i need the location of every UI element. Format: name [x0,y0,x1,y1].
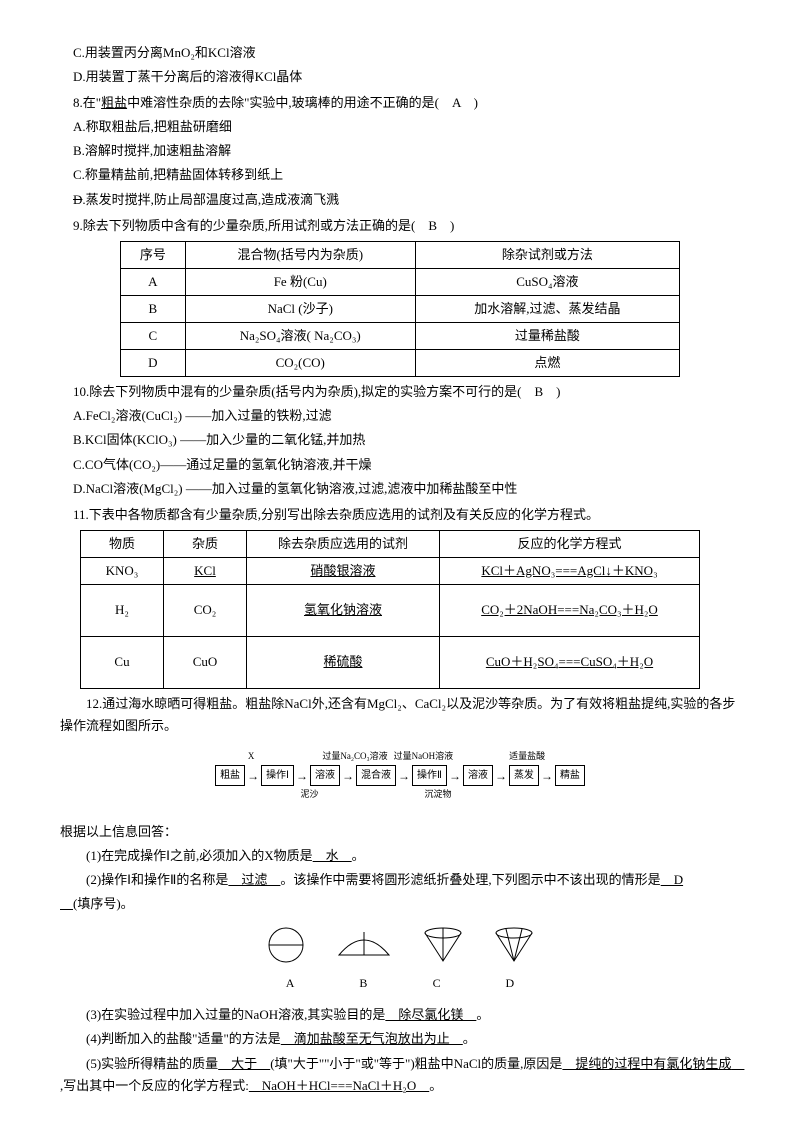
q9-h0: 序号 [121,241,186,268]
q12-p3: (3)在实验过程中加入过量的NaOH溶液,其实验目的是 除尽氯化镁 。 [60,1004,740,1026]
q11-h3: 反应的化学方程式 [440,530,700,557]
flow-box: 溶液 [310,765,340,786]
table-cell: NaCl (沙子) [185,295,415,322]
table-cell: 硝酸银溶液 [247,557,440,584]
table-cell: CuO [164,636,247,688]
q8-d: D.蒸发时搅拌,防止局部温度过高,造成液滴飞溅 [60,189,740,211]
q10-d: D.NaCl溶液(MgCl₂) ——加入过量的氢氧化钠溶液,过滤,滤液中加稀盐酸… [60,478,740,500]
flow-box: 操作Ⅱ [412,765,447,786]
table-cell: KCl＋AgNO₃===AgCl↓＋KNO₃ [440,557,700,584]
q8-d-rest: .蒸发时搅拌,防止局部温度过高,造成液滴飞溅 [82,192,339,207]
table-cell: CO₂ [164,584,247,636]
flow-diagram: X 过量Na₂CO₃溶液 过量NaOH溶液 适量盐酸 粗盐→ 操作Ⅰ→ 溶液→ … [60,749,740,803]
q10-stem: 10.除去下列物质中混有的少量杂质(括号内为杂质),拟定的实验方案不可行的是( … [60,381,740,403]
q12-p4: (4)判断加入的盐酸"适量"的方法是 滴加盐酸至无气泡放出为止 。 [60,1028,740,1050]
flow-box: 混合液 [356,765,396,786]
flow-top2: 过量NaOH溶液 [392,749,456,764]
table-cell: D [121,350,186,377]
table-cell: Na₂SO₄溶液( Na₂CO₃) [185,323,415,350]
table-cell: 加水溶解,过滤、蒸发结晶 [415,295,679,322]
q9-h1: 混合物(括号内为杂质) [185,241,415,268]
q8-a: A.称取粗盐后,把粗盐研磨细 [60,116,740,138]
q8-b: B.溶解时搅拌,加速粗盐溶解 [60,140,740,162]
table-cell: CO₂＋2NaOH===Na₂CO₃＋H₂O [440,584,700,636]
q11-stem: 11.下表中各物质都含有少量杂质,分别写出除去杂质应选用的试剂及有关反应的化学方… [60,504,740,526]
option-c: C.用装置丙分离MnO₂和KCl溶液 [60,42,740,64]
q12-stem: 12.通过海水晾晒可得粗盐。粗盐除NaCl外,还含有MgCl₂、CaCl₂以及泥… [60,693,740,737]
flow-box: 精盐 [555,765,585,786]
q8-d-strike: D [73,192,82,207]
table-cell: KCl [164,557,247,584]
flow-top3: 适量盐酸 [507,749,547,764]
table-cell: KNO₃ [81,557,164,584]
q8-stem: 8.在"粗盐中难溶性杂质的去除"实验中,玻璃棒的用途不正确的是( A ) [60,92,740,114]
table-cell: Fe 粉(Cu) [185,268,415,295]
table-cell: 过量稀盐酸 [415,323,679,350]
q12-p2: (2)操作Ⅰ和操作Ⅱ的名称是 过滤 。该操作中需要将圆形滤纸折叠处理,下列图示中… [60,869,740,891]
q10-b: B.KCl固体(KClO₃) ——加入少量的二氧化锰,并加热 [60,429,740,451]
shape-label-a: A [255,973,325,993]
q10-c: C.CO气体(CO₂)——通过足量的氢氧化钠溶液,并干燥 [60,454,740,476]
flow-box: 操作Ⅰ [261,765,294,786]
table-cell: CuSO₄溶液 [415,268,679,295]
table-cell: C [121,323,186,350]
q8-c: C.称量精盐前,把精盐固体转移到纸上 [60,164,740,186]
q11-h2: 除去杂质应选用的试剂 [247,530,440,557]
shape-label-c: C [402,973,472,993]
q12-lead: 根据以上信息回答： [60,821,740,843]
q12-p5: (5)实验所得精盐的质量 大于 (填"大于""小于"或"等于")粗盐中NaCl的… [60,1053,740,1097]
table-cell: CO₂(CO) [185,350,415,377]
q12-p2c: (填序号)。 [60,893,740,915]
shape-c-icon [421,925,465,965]
table-cell: A [121,268,186,295]
q9-table: 序号 混合物(括号内为杂质) 除杂试剂或方法 AFe 粉(Cu)CuSO₄溶液 … [120,241,680,377]
table-cell: 点燃 [415,350,679,377]
q9-stem: 9.除去下列物质中含有的少量杂质,所用试剂或方法正确的是( B ) [60,215,740,237]
shape-a-icon [264,925,308,965]
table-cell: 氢氧化钠溶液 [247,584,440,636]
table-cell: CuO＋H₂SO₄===CuSO₄＋H₂O [440,636,700,688]
q8-stem-a: 8.在" [73,95,101,110]
flow-box: 粗盐 [215,765,245,786]
shape-d-icon [492,925,536,965]
flow-below2: 沉淀物 [423,787,454,802]
q9-h2: 除杂试剂或方法 [415,241,679,268]
flow-below1: 泥沙 [298,787,320,802]
q11-table: 物质 杂质 除去杂质应选用的试剂 反应的化学方程式 KNO₃ KCl 硝酸银溶液… [80,530,700,689]
q10-a: A.FeCl₂溶液(CuCl₂) ——加入过量的铁粉,过滤 [60,405,740,427]
table-cell: Cu [81,636,164,688]
q8-stem-u: 粗盐 [101,95,127,110]
flow-box: 溶液 [463,765,493,786]
flow-box: 蒸发 [509,765,539,786]
filter-shapes: A B C D [60,925,740,994]
flow-top1: 过量Na₂CO₃溶液 [320,749,389,764]
table-cell: 稀硫酸 [247,636,440,688]
q11-h1: 杂质 [164,530,247,557]
q12-p1: (1)在完成操作Ⅰ之前,必须加入的X物质是 水 。 [60,845,740,867]
flow-x: X [246,749,257,764]
q8-stem-b: 中难溶性杂质的去除"实验中,玻璃棒的用途不正确的是( A ) [127,95,478,110]
shape-b-icon [335,925,393,965]
option-d: D.用装置丁蒸干分离后的溶液得KCl晶体 [60,66,740,88]
q11-h0: 物质 [81,530,164,557]
shape-label-d: D [475,973,545,993]
shape-label-b: B [328,973,398,993]
table-cell: B [121,295,186,322]
table-cell: H₂ [81,584,164,636]
